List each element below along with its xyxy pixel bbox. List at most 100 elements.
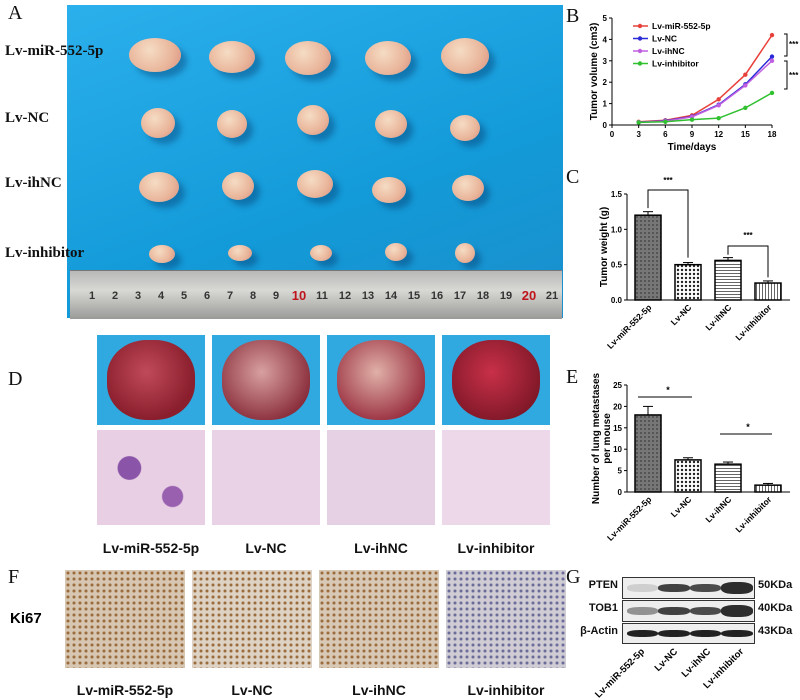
blot-pten xyxy=(622,577,755,599)
bar xyxy=(754,484,782,493)
x-tick-label: Lv-NC xyxy=(669,494,694,519)
ruler-number: 10 xyxy=(291,288,307,303)
x-tick-label: Lv-inhibitor xyxy=(733,494,774,535)
y-tick-label: 10 xyxy=(613,445,622,454)
bar xyxy=(714,259,742,301)
x-tick-label: 18 xyxy=(768,130,777,139)
ruler-number: 16 xyxy=(430,290,444,302)
legend-marker xyxy=(637,36,643,41)
legend-label: Lv-NC xyxy=(652,34,677,44)
series-line xyxy=(638,60,773,123)
blot-tob1 xyxy=(622,600,755,622)
x-tick-label: 9 xyxy=(690,130,695,139)
significance-bracket xyxy=(727,245,769,278)
panel-label-b: B xyxy=(566,5,580,27)
bar xyxy=(674,459,702,493)
ruler-number: 13 xyxy=(361,290,375,302)
tumor-photo xyxy=(67,5,563,318)
ruler-number: 9 xyxy=(272,290,280,302)
data-point xyxy=(743,83,748,88)
data-point xyxy=(743,72,748,77)
y-tick-label: 3 xyxy=(603,57,608,66)
significance-label: *** xyxy=(663,176,673,185)
protein-actin: β-Actin xyxy=(580,625,618,637)
series-line xyxy=(638,92,773,124)
data-point xyxy=(769,32,775,38)
ruler-number: 1 xyxy=(88,290,96,302)
bar xyxy=(754,282,782,301)
ki67-label: Ki67 xyxy=(10,610,42,627)
y-axis-label: Tumor volume (cm3) xyxy=(589,23,600,121)
lane-label: Lv-miR-552-5p xyxy=(593,646,647,700)
bar xyxy=(674,263,702,301)
legend-marker xyxy=(637,48,643,54)
significance-bracket xyxy=(784,60,788,90)
ihc-nc xyxy=(192,570,312,668)
data-point xyxy=(716,103,721,108)
data-point xyxy=(743,105,748,111)
legend-label: Lv-ihNC xyxy=(652,46,685,56)
significance-label: * xyxy=(666,385,670,395)
d-label-inhibitor: Lv-inhibitor xyxy=(457,540,535,556)
ihc-ihnc xyxy=(319,570,439,668)
data-point xyxy=(716,97,721,102)
d-label-mir: Lv-miR-552-5p xyxy=(102,540,200,556)
panel-label-a: A xyxy=(8,2,23,24)
row-label-ihnc: Lv-ihNC xyxy=(5,175,62,191)
data-point xyxy=(769,58,775,63)
ruler-number: 6 xyxy=(203,290,211,302)
significance-bracket xyxy=(647,189,689,258)
ruler-number: 4 xyxy=(157,290,165,302)
data-point xyxy=(769,54,775,59)
ruler-number: 14 xyxy=(384,290,398,302)
ruler-number: 19 xyxy=(499,290,513,302)
y-tick-label: 5 xyxy=(603,14,608,23)
x-tick-label: 6 xyxy=(663,130,668,139)
x-tick-label: 3 xyxy=(636,130,641,139)
f-label-nc: Lv-NC xyxy=(231,682,273,698)
size-tob1: 40KDa xyxy=(758,602,793,614)
y-tick-label: 1.5 xyxy=(611,190,623,199)
x-tick-label: Lv-inhibitor xyxy=(733,302,774,343)
data-point xyxy=(663,119,668,124)
x-tick-label: 12 xyxy=(714,130,723,139)
row-label-mir: Lv-miR-552-5p xyxy=(5,43,104,59)
row-label-inhibitor: Lv-inhibitor xyxy=(5,245,85,261)
y-tick-label: 5 xyxy=(618,467,623,476)
ruler-number: 11 xyxy=(316,290,328,302)
d-label-ihnc: Lv-ihNC xyxy=(354,540,408,556)
panel-label-e: E xyxy=(566,366,579,388)
ruler-number: 8 xyxy=(249,290,257,302)
y-tick-label: 0 xyxy=(603,121,608,130)
ruler-number: 17 xyxy=(453,290,467,302)
data-point xyxy=(689,117,695,122)
lung-photo-mir xyxy=(97,335,205,425)
ruler-number: 5 xyxy=(180,290,188,302)
x-tick-label: Lv-NC xyxy=(669,302,694,327)
f-label-inhibitor: Lv-inhibitor xyxy=(467,682,545,698)
bar xyxy=(634,414,662,493)
x-tick-label: Lv-miR-552-5p xyxy=(605,302,653,350)
ihc-mir xyxy=(65,570,185,668)
data-point xyxy=(636,120,641,125)
panel-label-c: C xyxy=(566,166,580,188)
ruler-number: 20 xyxy=(521,288,537,303)
significance-label: *** xyxy=(789,71,799,80)
size-actin: 43KDa xyxy=(758,625,793,637)
y-axis-label: Number of lung metastases xyxy=(591,372,602,504)
x-tick-label: 15 xyxy=(741,130,750,139)
y-tick-label: 4 xyxy=(603,35,608,44)
ruler-number: 3 xyxy=(134,290,142,302)
data-point xyxy=(769,90,775,96)
data-point xyxy=(716,115,721,121)
y-tick-label: 2 xyxy=(603,78,608,87)
protein-pten: PTEN xyxy=(588,579,618,591)
lane-label: Lv-NC xyxy=(653,646,681,674)
y-tick-label: 20 xyxy=(613,402,622,411)
legend-marker xyxy=(637,61,643,66)
ruler-number: 21 xyxy=(545,290,559,302)
panel-label-f: F xyxy=(8,566,20,588)
panel-label-g: G xyxy=(566,566,581,588)
ruler-number: 2 xyxy=(111,290,119,302)
significance-label: *** xyxy=(743,231,753,240)
